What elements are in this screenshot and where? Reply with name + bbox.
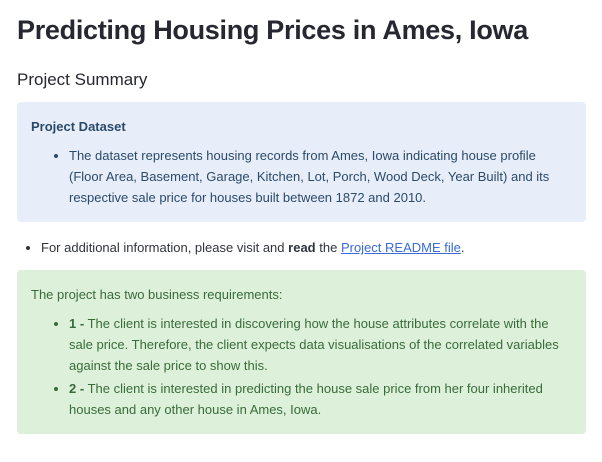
success-box: The project has two business requirement… [17, 270, 586, 434]
subtitle: Project Summary [17, 70, 148, 89]
note-list: For additional information, please visit… [41, 238, 586, 258]
success-intro: The project has two business requirement… [31, 287, 283, 302]
info-list: The dataset represents housing records f… [31, 145, 572, 208]
info-heading: Project Dataset [31, 119, 126, 134]
requirement: 1 - The client is interested in discover… [69, 313, 572, 376]
note-item: For additional information, please visit… [41, 238, 586, 258]
readme-link[interactable]: Project README file [340, 240, 461, 255]
title: Predicting Housing Prices in Ames, Iowa [17, 15, 528, 45]
note-text: . [460, 240, 465, 255]
requirement-text: The client is interested in discovering … [69, 316, 559, 373]
note: For additional information, please visit… [17, 238, 586, 258]
requirement-text: The client is interested in predicting t… [69, 381, 543, 417]
note-text: the [319, 240, 338, 255]
info-item: The dataset represents housing records f… [69, 145, 572, 208]
requirement: 2 - The client is interested in predicti… [69, 378, 572, 420]
info-box: Project Dataset The dataset represents h… [17, 102, 586, 222]
requirement-label: 1 - [69, 316, 85, 331]
note-text: For additional information, please visit… [41, 240, 285, 255]
note-bold: read [288, 240, 316, 255]
success-list: 1 - The client is interested in discover… [31, 313, 572, 420]
requirement-label: 2 - [69, 381, 85, 396]
main: Predicting Housing Prices in Ames, Iowa … [0, 0, 602, 434]
